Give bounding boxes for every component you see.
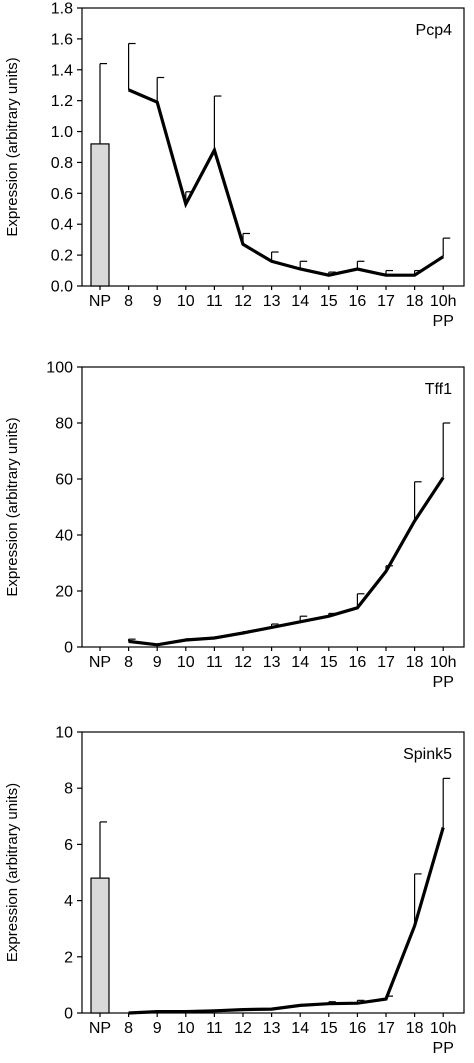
chart-panel-pcp4: 0.0 0.2 0.4 0.6 0.8 1.0 1.2 1.4 1.6 1.8 NP 8 9 10 11 12…: [4, 1, 465, 330]
x-tick-label: 8: [124, 654, 133, 671]
y-axis-label: Expression (arbitrary units): [4, 417, 21, 596]
y-tick-label: 6: [64, 837, 73, 854]
gene-label: Pcp4: [416, 22, 453, 39]
y-tick-label: 0: [64, 640, 73, 657]
x-tick-label: 17: [377, 654, 395, 671]
x-tick-label: 11: [206, 654, 223, 671]
series-line: [128, 476, 445, 647]
y-tick-label: 1.6: [51, 31, 73, 48]
gene-label: Tff1: [425, 381, 452, 398]
y-axis-label: Expression (arbitrary units): [4, 57, 21, 236]
x-tick-label: 10: [177, 654, 195, 671]
x-tick-label: 16: [349, 654, 367, 671]
y-tick-label: 0: [64, 1006, 73, 1023]
y-tick-label: 0.2: [51, 248, 73, 265]
np-bar: [90, 877, 110, 1014]
y-tick-label: 0.8: [51, 155, 73, 172]
x-tick-label: 17: [377, 1020, 395, 1037]
x-tick-label: 15: [320, 1020, 338, 1037]
x-tick-label: 17: [377, 293, 395, 310]
y-tick-label: 0.0: [51, 279, 73, 296]
x-tick-label: NP: [89, 293, 111, 310]
x-tick-label: 10h: [430, 293, 457, 310]
x-tick-label: 14: [291, 1020, 309, 1037]
x-tick-label: 13: [263, 293, 281, 310]
x-tick-label: 10: [177, 293, 195, 310]
series-line: [127, 88, 445, 277]
x-tick-label: 16: [349, 1020, 367, 1037]
plot-frame: [81, 731, 465, 1014]
x-tick-label: 14: [291, 293, 309, 310]
x-tick-label: NP: [89, 1020, 111, 1037]
x-tick-label: 13: [263, 1020, 281, 1037]
x-tick-label: 15: [320, 654, 338, 671]
x-tick-label: 10h: [430, 654, 457, 671]
chart-panel-spink5: 0 2 4 6 8 10 NP 8 9 10 11 12 13 14 15 16 17 18 10h PP Expres…: [4, 725, 465, 1057]
x-tick-label: 8: [124, 293, 133, 310]
x-tick-label: 18: [406, 654, 424, 671]
y-tick-label: 2: [64, 949, 73, 966]
y-tick-label: 0.6: [51, 186, 73, 203]
x-tick-label: 9: [153, 1020, 162, 1037]
x-tick-sublabel: PP: [433, 313, 454, 330]
y-tick-label: 4: [64, 893, 73, 910]
x-tick-label: 18: [406, 1020, 424, 1037]
plot-frame: [81, 366, 465, 648]
y-tick-label: 1.2: [51, 93, 73, 110]
y-tick-label: 1.8: [51, 1, 73, 18]
plot-frame: [81, 7, 465, 287]
y-tick-label: 8: [64, 781, 73, 798]
x-tick-label: 11: [206, 1020, 223, 1037]
x-tick-label: 10h: [430, 1020, 457, 1037]
gene-label: Spink5: [403, 746, 452, 763]
y-tick-label: 1.4: [51, 62, 73, 79]
y-tick-label: 100: [46, 360, 73, 377]
x-tick-label: 12: [234, 1020, 252, 1037]
y-tick-label: 20: [55, 584, 73, 601]
x-tick-label: 15: [320, 293, 338, 310]
x-tick-label: 9: [153, 654, 162, 671]
x-tick-sublabel: PP: [433, 1040, 454, 1057]
x-tick-label: 9: [153, 293, 162, 310]
y-axis-label: Expression (arbitrary units): [4, 783, 21, 962]
x-tick-label: 18: [406, 293, 424, 310]
y-tick-label: 10: [55, 725, 73, 742]
y-tick-label: 80: [55, 416, 73, 433]
y-tick-label: 1.0: [51, 124, 73, 141]
np-bar: [90, 143, 110, 287]
x-tick-label: NP: [89, 654, 111, 671]
y-tick-label: 60: [55, 472, 73, 489]
x-tick-label: 10: [177, 1020, 195, 1037]
chart-panel-tff1: 0 20 40 60 80 100 NP 8 9 10 11 12 13 14 15 16 17 18 10h PP E…: [4, 360, 465, 691]
x-tick-label: 16: [349, 293, 367, 310]
y-tick-label: 0.4: [51, 217, 73, 234]
x-tick-sublabel: PP: [433, 674, 454, 691]
x-tick-label: 14: [291, 654, 309, 671]
y-tick-label: 40: [55, 528, 73, 545]
x-tick-label: 12: [234, 293, 252, 310]
series-line: [128, 827, 445, 1015]
x-tick-label: 13: [263, 654, 281, 671]
x-tick-label: 8: [124, 1020, 133, 1037]
x-tick-label: 11: [206, 293, 223, 310]
x-tick-label: 12: [234, 654, 252, 671]
